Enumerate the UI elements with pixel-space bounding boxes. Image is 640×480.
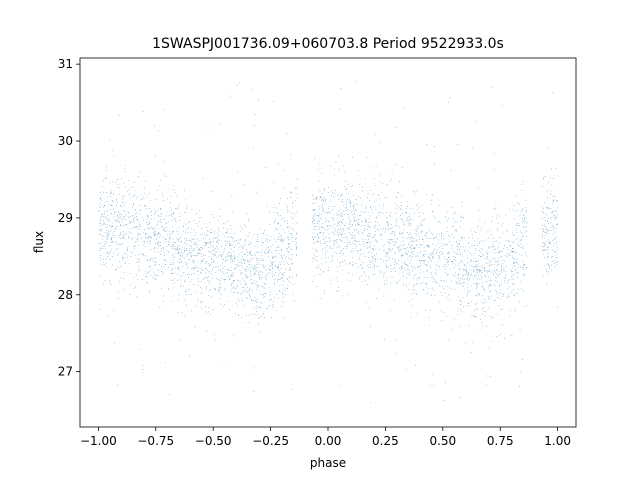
x-axis-label: phase bbox=[310, 456, 346, 470]
x-tick-label: −0.25 bbox=[252, 434, 289, 448]
y-tick-label: 31 bbox=[58, 57, 73, 71]
scatter-points bbox=[98, 81, 559, 403]
x-tick-label: 0.00 bbox=[315, 434, 342, 448]
y-axis-label: flux bbox=[32, 231, 46, 253]
x-tick-label: −0.50 bbox=[195, 434, 232, 448]
y-tick-label: 28 bbox=[58, 288, 73, 302]
x-tick-label: 0.75 bbox=[487, 434, 514, 448]
y-tick-label: 29 bbox=[58, 211, 73, 225]
x-axis: −1.00 −0.75 −0.50 −0.25 0.00 0.25 0.50 0.75 1.00 bbox=[80, 427, 571, 448]
x-tick-label: 1.00 bbox=[544, 434, 571, 448]
x-tick-label: −1.00 bbox=[80, 434, 117, 448]
y-axis: 27 28 29 30 31 bbox=[58, 57, 80, 379]
x-tick-label: −0.75 bbox=[137, 434, 174, 448]
chart-title: 1SWASPJ001736.09+060703.8 Period 9522933… bbox=[152, 36, 504, 52]
y-tick-label: 30 bbox=[58, 134, 73, 148]
x-tick-label: 0.25 bbox=[372, 434, 399, 448]
y-tick-label: 27 bbox=[58, 365, 73, 379]
data-points bbox=[98, 81, 559, 403]
x-tick-label: 0.50 bbox=[429, 434, 456, 448]
